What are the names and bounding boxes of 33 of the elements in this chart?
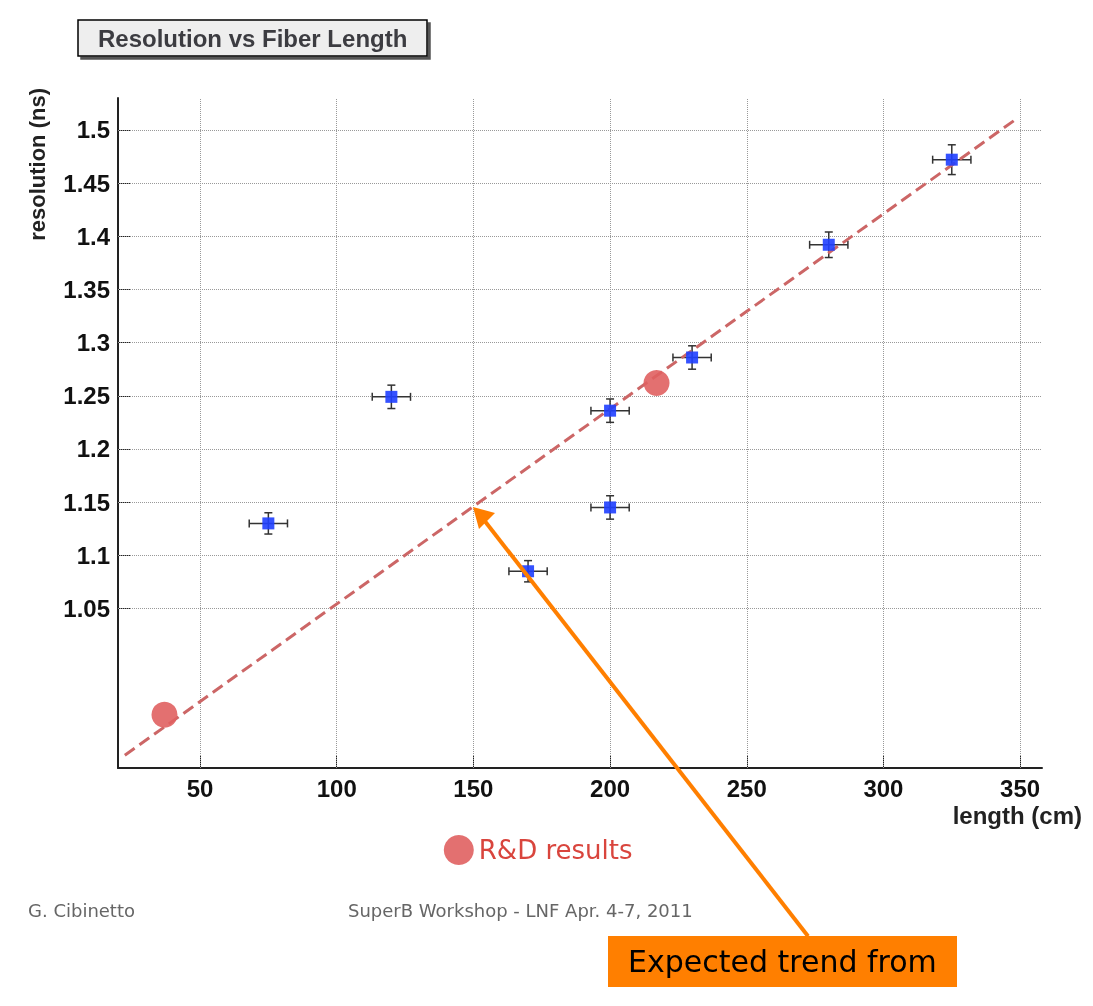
- x-tick-label: 350: [1000, 774, 1041, 802]
- y-tick-label: 1.1: [76, 541, 110, 569]
- text: SuperB Workshop - LNF Apr. 4-7, 2011: [348, 900, 693, 921]
- y-tick-label: 1.2: [76, 435, 110, 463]
- y-axis-title: resolution (ns): [24, 88, 50, 241]
- point: [945, 153, 958, 166]
- text: G. Cibinetto: [28, 900, 135, 921]
- text: Expected trend from: [608, 936, 957, 987]
- chart-title: Resolution vs Fiber Length: [98, 24, 408, 52]
- x-tick-label: 50: [186, 774, 214, 802]
- point: [822, 238, 835, 251]
- point: [643, 370, 670, 397]
- point: [151, 701, 178, 728]
- x-tick-label: 150: [453, 774, 494, 802]
- x-tick-label: 250: [726, 774, 767, 802]
- y-tick-label: 1.35: [63, 275, 110, 303]
- legend-label: R&D results: [478, 835, 633, 865]
- y-tick-label: 1.15: [63, 488, 110, 516]
- y-tick-label: 1.4: [76, 222, 111, 250]
- x-tick-label: 200: [590, 774, 631, 802]
- point: [604, 501, 617, 514]
- y-tick-label: 1.05: [63, 594, 110, 622]
- point: [604, 404, 617, 417]
- y-tick-label: 1.3: [76, 329, 110, 357]
- x-tick-label: 100: [316, 774, 357, 802]
- y-tick-label: 1.5: [76, 116, 110, 144]
- y-tick-label: 1.45: [63, 169, 110, 197]
- x-tick-label: 300: [863, 774, 904, 802]
- point: [385, 390, 398, 403]
- point: [262, 517, 275, 530]
- x-axis-title: length (cm): [952, 801, 1082, 829]
- y-tick-label: 1.25: [63, 382, 110, 410]
- point: [686, 351, 699, 364]
